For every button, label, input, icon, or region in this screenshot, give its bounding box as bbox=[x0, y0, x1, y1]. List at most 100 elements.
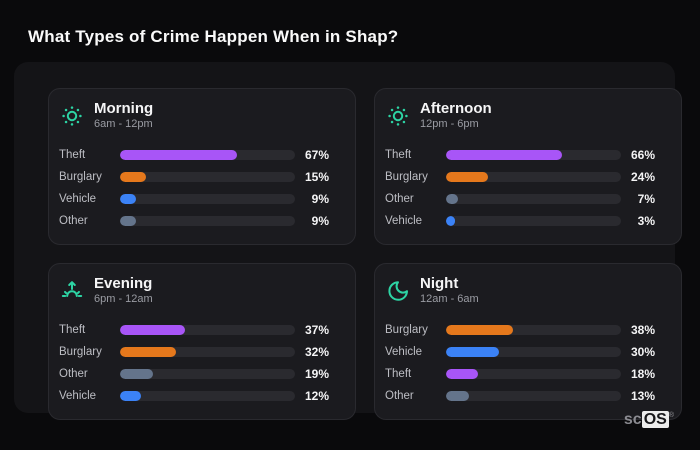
bar-value: 32% bbox=[304, 345, 329, 359]
bar-list: Theft 67% Burglary 15% Vehicle 9% Other … bbox=[59, 144, 329, 232]
panel-titles: Night 12am - 6am bbox=[420, 275, 479, 306]
bar-track bbox=[446, 216, 621, 226]
panel-title: Night bbox=[420, 275, 459, 292]
bar-row: Vehicle 3% bbox=[385, 210, 655, 232]
bar-value: 12% bbox=[304, 389, 329, 403]
bar-fill bbox=[120, 194, 136, 204]
bar-fill bbox=[446, 347, 499, 357]
panel-title: Afternoon bbox=[420, 100, 492, 117]
bar-row: Other 19% bbox=[59, 363, 329, 385]
panel-time-range: 12am - 6am bbox=[420, 293, 479, 305]
bar-fill bbox=[120, 369, 154, 379]
bar-value: 24% bbox=[630, 170, 655, 184]
bar-track bbox=[120, 391, 295, 401]
bar-list: Theft 66% Burglary 24% Other 7% Vehicle … bbox=[385, 144, 655, 232]
panel-night: Night 12am - 6am Burglary 38% Vehicle 30… bbox=[374, 263, 682, 420]
bar-row: Other 9% bbox=[59, 210, 329, 232]
bar-fill bbox=[120, 347, 176, 357]
panel-header: Night 12am - 6am bbox=[385, 274, 655, 307]
bar-track bbox=[446, 194, 621, 204]
bar-fill bbox=[446, 172, 488, 182]
sun-icon bbox=[59, 103, 85, 129]
panel-morning: Morning 6am - 12pm Theft 67% Burglary 15… bbox=[48, 88, 356, 245]
bar-label: Vehicle bbox=[59, 193, 97, 205]
bar-row: Other 13% bbox=[385, 385, 655, 407]
bar-label: Other bbox=[385, 390, 414, 402]
bar-fill bbox=[446, 194, 459, 204]
bar-value: 3% bbox=[637, 214, 655, 228]
bar-track bbox=[446, 369, 621, 379]
bar-track bbox=[120, 216, 295, 226]
bar-track bbox=[446, 325, 621, 335]
bar-track bbox=[446, 347, 621, 357]
bar-row: Vehicle 30% bbox=[385, 341, 655, 363]
bar-label: Burglary bbox=[59, 171, 102, 183]
bar-value: 13% bbox=[630, 389, 655, 403]
bar-value: 18% bbox=[630, 367, 655, 381]
panel-afternoon: Afternoon 12pm - 6pm Theft 66% Burglary … bbox=[374, 88, 682, 245]
bar-value: 15% bbox=[304, 170, 329, 184]
panel-title: Evening bbox=[94, 275, 153, 292]
bar-fill bbox=[446, 216, 455, 226]
bar-track bbox=[120, 150, 295, 160]
bar-list: Burglary 38% Vehicle 30% Theft 18% Other… bbox=[385, 319, 655, 407]
panel-evening: Evening 6pm - 12am Theft 37% Burglary 32… bbox=[48, 263, 356, 420]
bar-fill bbox=[120, 172, 147, 182]
bar-row: Other 7% bbox=[385, 188, 655, 210]
panel-titles: Afternoon 12pm - 6pm bbox=[420, 100, 492, 131]
panel-header: Morning 6am - 12pm bbox=[59, 99, 329, 132]
bar-track bbox=[120, 369, 295, 379]
bar-label: Vehicle bbox=[59, 390, 97, 402]
bar-track bbox=[446, 391, 621, 401]
moon-icon bbox=[385, 278, 411, 304]
bar-fill bbox=[120, 325, 185, 335]
bar-label: Other bbox=[59, 368, 88, 380]
bar-label: Theft bbox=[59, 324, 86, 336]
bar-label: Theft bbox=[59, 149, 86, 161]
bar-row: Theft 66% bbox=[385, 144, 655, 166]
bar-row: Theft 37% bbox=[59, 319, 329, 341]
bar-row: Burglary 15% bbox=[59, 166, 329, 188]
panel-time-range: 12pm - 6pm bbox=[420, 118, 479, 130]
bar-list: Theft 37% Burglary 32% Other 19% Vehicle… bbox=[59, 319, 329, 407]
bar-label: Burglary bbox=[385, 171, 428, 183]
bar-row: Vehicle 12% bbox=[59, 385, 329, 407]
panel-header: Afternoon 12pm - 6pm bbox=[385, 99, 655, 132]
bar-value: 67% bbox=[304, 148, 329, 162]
bar-label: Other bbox=[59, 215, 88, 227]
bar-value: 9% bbox=[311, 214, 329, 228]
bar-label: Vehicle bbox=[385, 346, 423, 358]
bar-row: Theft 18% bbox=[385, 363, 655, 385]
bar-value: 19% bbox=[304, 367, 329, 381]
bar-label: Theft bbox=[385, 149, 412, 161]
panel-titles: Morning 6am - 12pm bbox=[94, 100, 153, 131]
bar-track bbox=[120, 172, 295, 182]
bar-fill bbox=[446, 369, 478, 379]
bar-value: 30% bbox=[630, 345, 655, 359]
registered-trademark-icon: ® bbox=[668, 412, 674, 419]
bar-value: 7% bbox=[637, 192, 655, 206]
bar-track bbox=[446, 150, 621, 160]
bar-label: Burglary bbox=[59, 346, 102, 358]
bar-track bbox=[120, 347, 295, 357]
bar-value: 38% bbox=[630, 323, 655, 337]
bar-fill bbox=[446, 325, 513, 335]
panel-header: Evening 6pm - 12am bbox=[59, 274, 329, 307]
bar-row: Burglary 32% bbox=[59, 341, 329, 363]
bar-row: Vehicle 9% bbox=[59, 188, 329, 210]
bar-row: Burglary 24% bbox=[385, 166, 655, 188]
bar-fill bbox=[446, 150, 562, 160]
bar-value: 9% bbox=[311, 192, 329, 206]
scos-logo: sc OS ® bbox=[624, 409, 674, 431]
bar-row: Theft 67% bbox=[59, 144, 329, 166]
panel-time-range: 6am - 12pm bbox=[94, 118, 153, 130]
panel-titles: Evening 6pm - 12am bbox=[94, 275, 153, 306]
page-title: What Types of Crime Happen When in Shap? bbox=[28, 27, 399, 46]
bar-label: Other bbox=[385, 193, 414, 205]
bar-fill bbox=[446, 391, 469, 401]
bar-label: Vehicle bbox=[385, 215, 423, 227]
bar-label: Burglary bbox=[385, 324, 428, 336]
sunrise-icon bbox=[59, 278, 85, 304]
bar-row: Burglary 38% bbox=[385, 319, 655, 341]
bar-track bbox=[120, 325, 295, 335]
